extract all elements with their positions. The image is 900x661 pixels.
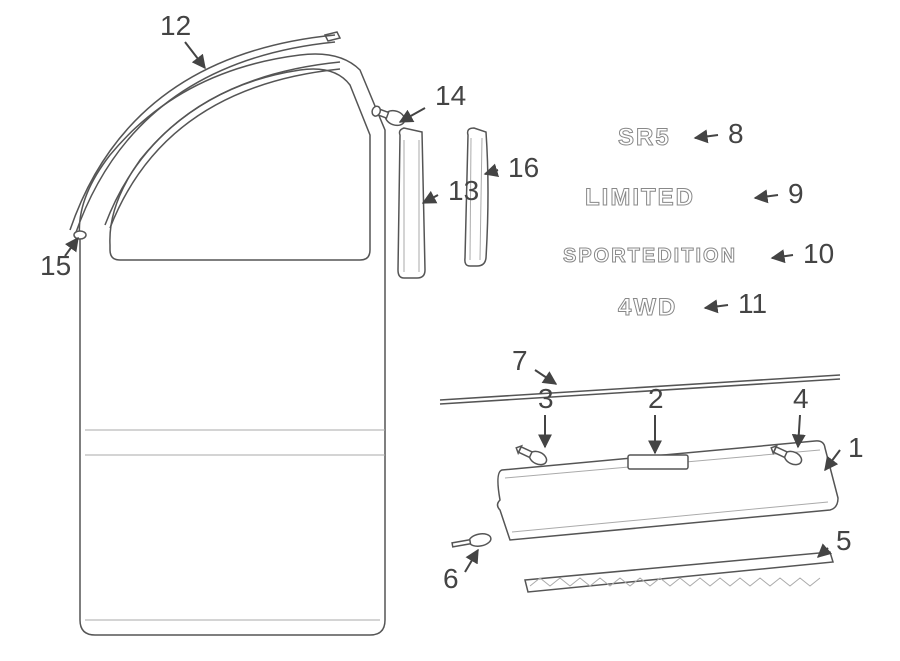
- push-retainer: [451, 532, 491, 551]
- label-15: 15: [40, 250, 71, 281]
- label-9: 9: [788, 178, 804, 209]
- label-11: 11: [738, 288, 767, 319]
- label-8: 8: [728, 118, 744, 149]
- nameplate-4wd: 4WD: [618, 294, 677, 321]
- drip-molding-front-end: [74, 231, 86, 239]
- nameplate-sportedition: SPORTEDITION: [563, 245, 737, 267]
- upper-accent-stripe: [440, 375, 840, 404]
- label-7: 7: [512, 345, 528, 376]
- label-1: 1: [848, 432, 864, 463]
- front-door-panel: [79, 54, 385, 635]
- molding-clip-screw: [514, 442, 549, 467]
- label-6: 6: [443, 563, 459, 594]
- nameplate-sr5: SR5: [618, 124, 671, 151]
- label-12: 12: [160, 10, 191, 41]
- molding-pad: [628, 455, 688, 469]
- label-2: 2: [648, 383, 664, 414]
- label-5: 5: [836, 525, 852, 556]
- label-10: 10: [803, 238, 834, 269]
- rocker-molding-retainer-strip: [525, 552, 833, 592]
- label-13: 13: [448, 175, 479, 206]
- label-14: 14: [435, 80, 466, 111]
- nameplate-limited: LIMITED: [585, 184, 695, 211]
- b-pillar-applique: [398, 128, 425, 278]
- label-4: 4: [793, 383, 809, 414]
- label-3: 3: [538, 383, 554, 414]
- label-16: 16: [508, 152, 539, 183]
